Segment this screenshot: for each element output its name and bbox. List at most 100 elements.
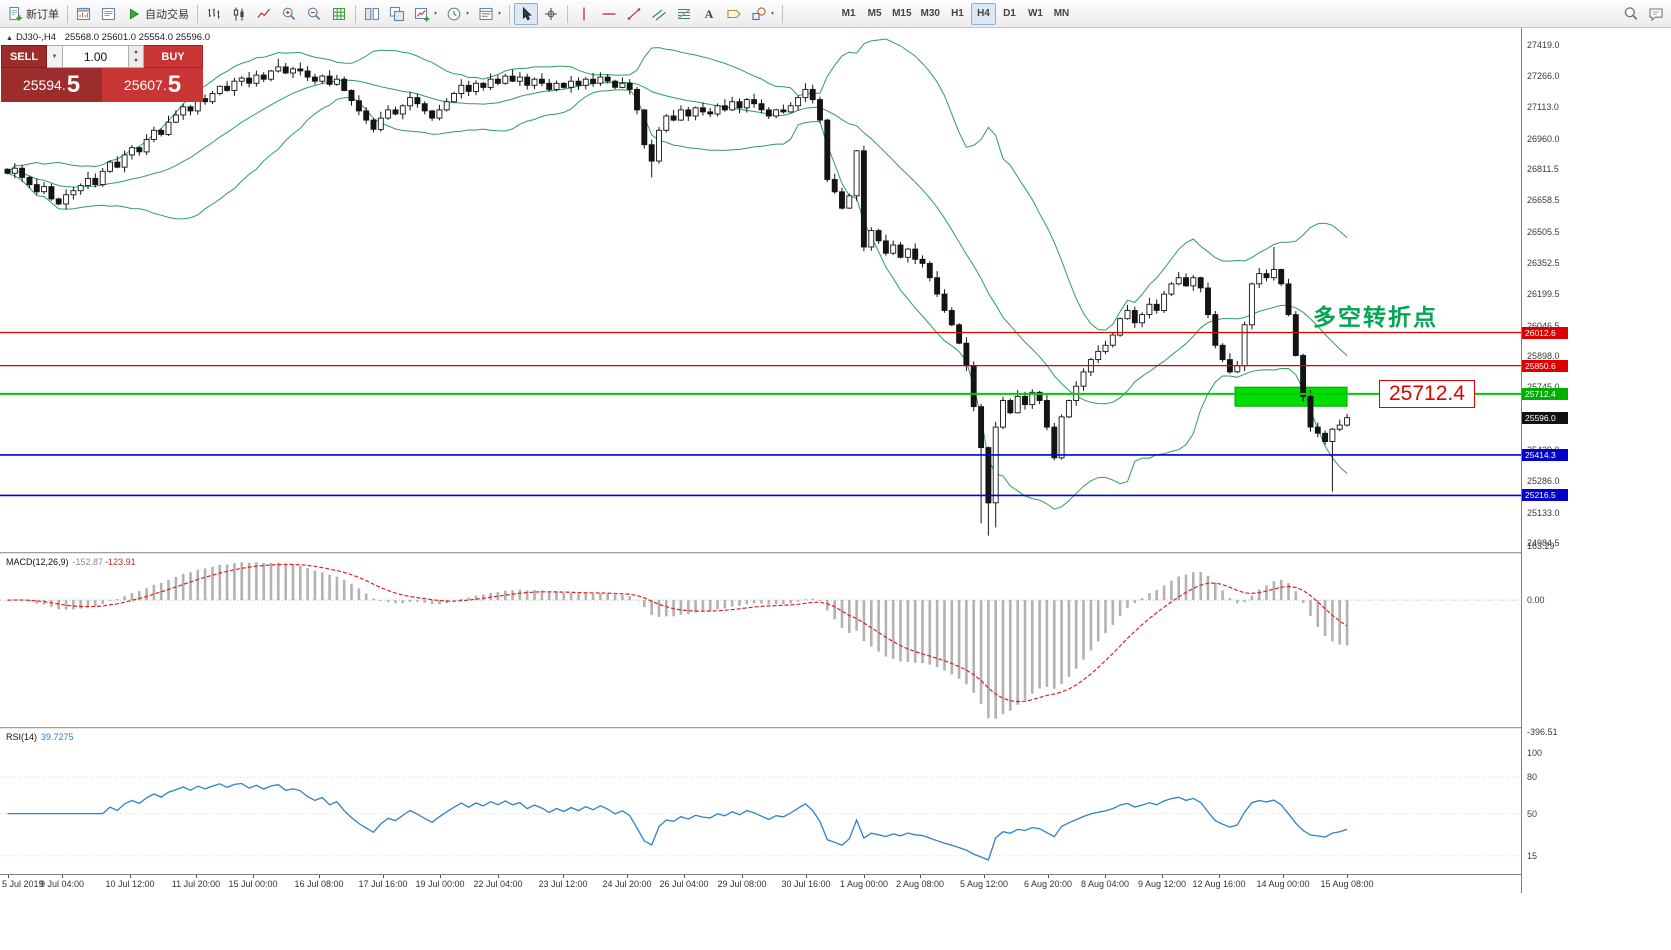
symbol-ohlc-info: ▲ DJ30-,H4 25568.0 25601.0 25554.0 25596.… <box>6 32 210 43</box>
time-label: 24 Jul 20:00 <box>602 879 652 889</box>
time-tick <box>383 875 384 878</box>
timeframe-w1-button[interactable]: W1 <box>1023 3 1048 25</box>
rsi-value: 39.7275 <box>41 732 74 742</box>
fibonacci-button[interactable] <box>672 3 696 25</box>
buy-price-main: 25607. <box>123 77 167 93</box>
macd-axis-label: 0.00 <box>1527 595 1545 606</box>
collapse-triangle-icon[interactable]: ▲ <box>6 35 13 42</box>
periods-button[interactable]: ▾ <box>442 3 473 25</box>
profiles-button[interactable] <box>72 3 96 25</box>
macd-indicator-label: MACD(12,26,9) -152.87 -123.91 <box>6 557 136 567</box>
grid-button[interactable] <box>327 3 351 25</box>
macd-signal-value: -123.91 <box>105 557 136 567</box>
buy-price-big-digit: 5 <box>167 71 182 98</box>
price-marker-label: 25850.6 <box>1522 359 1568 372</box>
timeframe-m30-button[interactable]: M30 <box>917 3 944 25</box>
price-axis-label: 26505.5 <box>1527 226 1560 237</box>
volume-dropdown-button[interactable]: ▼ <box>47 45 63 68</box>
vertical-line-button[interactable] <box>572 3 596 25</box>
toolbar-separator <box>567 4 569 23</box>
rsi-axis-label: 80 <box>1527 772 1538 783</box>
timeframe-m1-button[interactable]: M1 <box>836 3 861 25</box>
timeframe-h4-button[interactable]: H4 <box>970 2 996 25</box>
panel-separator[interactable] <box>0 727 1671 729</box>
sell-price-main: 25594. <box>22 77 66 93</box>
trendline-button[interactable] <box>622 3 646 25</box>
time-axis[interactable]: 5 Jul 2019 9 Jul 04:00 10 Jul 12:00 11 Jul … <box>0 874 1671 894</box>
buy-price-display[interactable]: 25607. 5 <box>102 68 203 102</box>
button-label: M30 <box>920 8 940 19</box>
volume-stepper[interactable]: ▲ ▼ <box>129 45 144 68</box>
timeframe-d1-button[interactable]: D1 <box>997 3 1022 25</box>
zoom-out-button[interactable] <box>302 3 326 25</box>
templates-button[interactable]: ▾ <box>474 3 505 25</box>
community-chat-button[interactable] <box>1644 3 1668 25</box>
volume-input[interactable] <box>63 45 129 68</box>
time-label: 17 Jul 16:00 <box>358 879 408 889</box>
template-icon <box>478 6 494 22</box>
panel-separator[interactable] <box>0 552 1671 554</box>
price-marker-label: 26012.6 <box>1522 326 1568 339</box>
tile-windows-button[interactable] <box>360 3 384 25</box>
label-icon <box>726 6 742 22</box>
macd-panel[interactable] <box>0 554 1521 727</box>
time-tick <box>1219 875 1220 878</box>
grid-icon <box>331 6 347 22</box>
time-tick <box>130 875 131 878</box>
autotrade-button[interactable]: 自动交易 <box>122 3 193 25</box>
rsi-axis-label: 100 <box>1527 748 1543 759</box>
text-label-button[interactable] <box>722 3 746 25</box>
timeframe-m5-button[interactable]: M5 <box>862 3 887 25</box>
zoom-in-button[interactable] <box>277 3 301 25</box>
time-tick <box>627 875 628 878</box>
timeframe-h1-button[interactable]: H1 <box>945 3 970 25</box>
line-chart-button[interactable] <box>252 3 276 25</box>
sell-button[interactable]: SELL <box>1 45 47 68</box>
data-window-icon <box>101 6 117 22</box>
time-tick <box>1162 875 1163 878</box>
new-chart-button[interactable]: ▾ <box>410 3 441 25</box>
timeframe-mn-button[interactable]: MN <box>1049 3 1074 25</box>
shapes-button[interactable]: ▾ <box>747 3 778 25</box>
arrow-up-icon: ▲ <box>133 49 139 56</box>
time-tick <box>440 875 441 878</box>
search-button[interactable] <box>1619 3 1643 25</box>
hline-icon <box>601 6 617 22</box>
toolbar-separator <box>782 4 784 23</box>
toolbar-separator <box>509 4 511 23</box>
cascade-windows-button[interactable] <box>385 3 409 25</box>
new-order-button[interactable]: 新订单 <box>3 3 63 25</box>
annotation-text[interactable]: 多空转折点 <box>1313 304 1438 330</box>
price-axis-label: 25286.0 <box>1527 476 1560 487</box>
horizontal-line-button[interactable] <box>597 3 621 25</box>
macd-axis-label: 163.29 <box>1527 541 1555 551</box>
price-axis[interactable]: 27419.0 27266.0 27113.0 26960.0 26811.5 26658… <box>1521 28 1671 893</box>
new-chart-icon <box>414 6 430 22</box>
crosshair-button[interactable] <box>539 3 563 25</box>
cursor-icon <box>518 6 534 22</box>
time-tick <box>806 875 807 878</box>
search-icon <box>1623 6 1639 22</box>
cursor-button[interactable] <box>514 2 539 25</box>
buy-button[interactable]: BUY <box>144 45 203 68</box>
price-axis-label: 27266.0 <box>1527 70 1560 81</box>
sell-price-display[interactable]: 25594. 5 <box>1 68 102 102</box>
text-tool-button[interactable]: A <box>697 3 721 25</box>
time-label: 14 Aug 00:00 <box>1256 879 1310 889</box>
price-axis-label: 25133.0 <box>1527 507 1560 518</box>
time-label: 15 Jul 00:00 <box>228 879 278 889</box>
market-watch-button[interactable] <box>97 3 121 25</box>
chevron-down-icon: ▾ <box>466 11 470 17</box>
equidistant-channel-button[interactable] <box>647 3 671 25</box>
timeframe-m15-button[interactable]: M15 <box>888 3 915 25</box>
time-tick <box>1105 875 1106 878</box>
main-chart[interactable] <box>0 28 1521 552</box>
time-tick <box>253 875 254 878</box>
button-label: D1 <box>1003 8 1016 19</box>
time-label: 10 Jul 12:00 <box>105 879 155 889</box>
price-axis-label: 27113.0 <box>1527 102 1559 113</box>
rsi-panel[interactable] <box>0 729 1521 874</box>
bar-chart-button[interactable] <box>202 3 226 25</box>
price-callout[interactable]: 25712.4 <box>1379 380 1475 408</box>
candlestick-chart-button[interactable] <box>227 3 251 25</box>
